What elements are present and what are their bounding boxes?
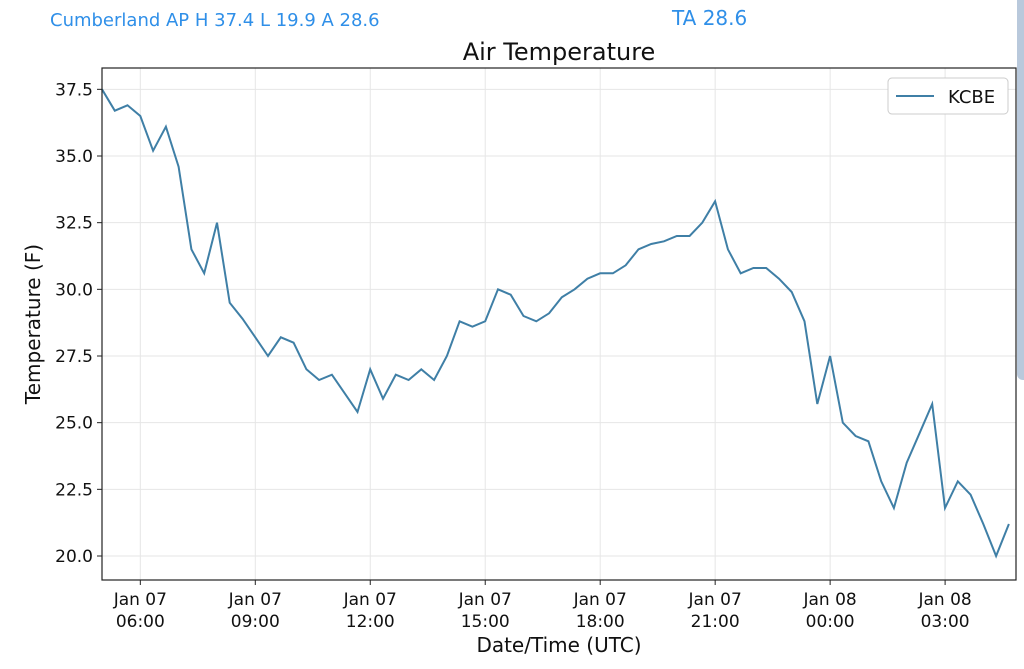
y-tick-label: 35.0 bbox=[55, 147, 93, 167]
legend-box bbox=[887, 77, 1009, 115]
x-tick-date: Jan 08 bbox=[803, 590, 857, 610]
y-axis-label: Temperature (F) bbox=[21, 244, 45, 405]
legend: KCBE bbox=[887, 77, 1009, 115]
series-line-kcbe bbox=[101, 88, 1010, 559]
x-axis-label: Date/Time (UTC) bbox=[476, 633, 641, 657]
x-tick-date: Jan 07 bbox=[688, 590, 742, 610]
x-tick-date: Jan 08 bbox=[917, 590, 971, 610]
current-temperature: TA 28.6 bbox=[672, 6, 748, 30]
y-tick-label: 27.5 bbox=[55, 347, 93, 367]
y-tick-label: 25.0 bbox=[55, 414, 93, 434]
x-tick-date: Jan 07 bbox=[228, 590, 282, 610]
x-tick-time: 09:00 bbox=[231, 612, 280, 632]
y-tick-label: 37.5 bbox=[55, 80, 93, 100]
x-tick-time: 03:00 bbox=[921, 612, 970, 632]
y-tick-label: 20.0 bbox=[55, 547, 93, 567]
scrollbar[interactable] bbox=[1017, 0, 1024, 380]
plot-frame bbox=[101, 67, 1017, 581]
x-tick-date: Jan 07 bbox=[573, 590, 627, 610]
x-tick-time: 15:00 bbox=[461, 612, 510, 632]
x-tick-time: 21:00 bbox=[691, 612, 740, 632]
x-tick-time: 12:00 bbox=[346, 612, 395, 632]
legend-label: KCBE bbox=[948, 87, 995, 108]
x-tick-time: 00:00 bbox=[806, 612, 855, 632]
x-tick-date: Jan 07 bbox=[458, 590, 512, 610]
y-tick-label: 30.0 bbox=[55, 280, 93, 300]
x-tick-time: 18:00 bbox=[576, 612, 625, 632]
y-tick-label: 22.5 bbox=[55, 480, 93, 500]
x-tick-date: Jan 07 bbox=[113, 590, 167, 610]
x-tick-date: Jan 07 bbox=[343, 590, 397, 610]
chart-title: Air Temperature bbox=[463, 38, 656, 66]
station-summary: Cumberland AP H 37.4 L 19.9 A 28.6 bbox=[50, 10, 380, 31]
y-tick-label: 32.5 bbox=[55, 214, 93, 234]
x-tick-time: 06:00 bbox=[116, 612, 165, 632]
